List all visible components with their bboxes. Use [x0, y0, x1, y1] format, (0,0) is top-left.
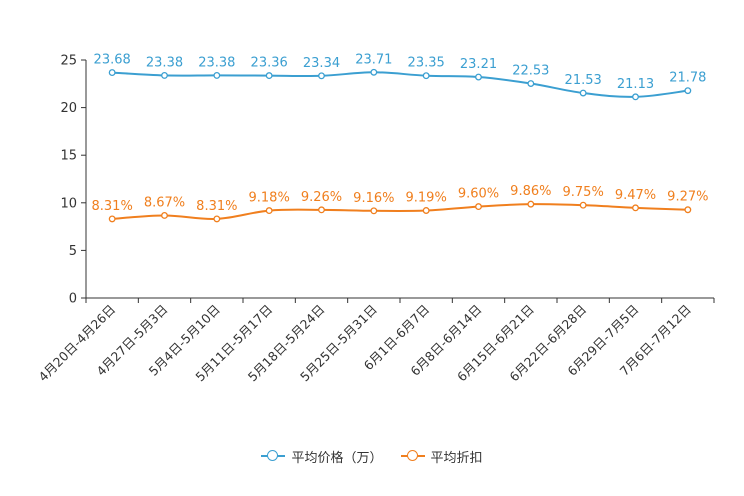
data-point	[108, 215, 116, 223]
legend-label-discount: 平均折扣	[430, 450, 483, 466]
series-line-0	[112, 71, 688, 98]
y-tick-label: 5	[69, 244, 77, 259]
data-label: 21.13	[617, 77, 654, 92]
data-label: 23.38	[198, 55, 235, 70]
data-label: 9.86%	[510, 184, 551, 199]
data-point	[632, 93, 639, 101]
data-point	[161, 212, 168, 219]
legend-swatch-discount	[400, 450, 425, 462]
data-point	[318, 72, 325, 80]
data-label: 9.16%	[353, 191, 394, 206]
data-point	[108, 69, 116, 77]
data-point	[318, 206, 325, 214]
data-point	[632, 204, 639, 212]
data-label: 21.78	[669, 71, 706, 86]
data-point	[475, 203, 482, 211]
data-label: 23.68	[94, 53, 131, 68]
data-point	[213, 215, 221, 223]
data-point	[527, 200, 535, 208]
data-point	[370, 207, 378, 215]
chart-legend: 平均价格（万） 平均折扣	[0, 446, 744, 466]
data-label: 23.35	[408, 56, 445, 71]
legend-label-price: 平均价格（万）	[291, 450, 383, 466]
data-label: 9.47%	[615, 188, 656, 203]
data-point	[161, 71, 168, 79]
data-label: 9.19%	[406, 191, 447, 206]
data-label: 23.21	[460, 57, 497, 72]
legend-item-price[interactable]: 平均价格（万）	[261, 447, 383, 466]
data-point	[370, 68, 378, 76]
data-label: 9.18%	[249, 191, 290, 206]
y-tick-label: 0	[69, 292, 77, 307]
line-chart: 05101520254月20日-4月26日4月27日-5月3日5月4日-5月10…	[35, 52, 715, 384]
data-point	[527, 80, 535, 87]
data-point	[422, 72, 430, 80]
data-point	[684, 87, 692, 95]
data-label: 8.67%	[144, 195, 185, 210]
y-tick-label: 25	[60, 54, 77, 69]
data-point	[579, 89, 587, 97]
data-point	[265, 207, 273, 215]
data-label: 23.71	[355, 52, 392, 67]
data-label: 23.36	[251, 56, 288, 71]
series-line-1	[112, 203, 688, 220]
data-label: 21.53	[565, 73, 602, 88]
data-point	[475, 73, 482, 81]
legend-swatch-price	[261, 450, 286, 462]
y-tick-label: 15	[60, 149, 77, 164]
y-tick-label: 20	[60, 101, 77, 116]
data-label: 23.34	[303, 56, 340, 71]
data-label: 9.60%	[458, 187, 499, 202]
data-point	[422, 207, 430, 214]
data-label: 9.27%	[667, 190, 708, 205]
y-tick-label: 10	[60, 196, 77, 211]
data-label: 8.31%	[92, 199, 133, 214]
legend-item-discount[interactable]: 平均折扣	[400, 447, 483, 466]
data-label: 9.75%	[563, 185, 604, 200]
data-point	[684, 206, 692, 214]
data-label: 23.38	[146, 55, 183, 70]
data-label: 9.26%	[301, 190, 342, 205]
data-label: 22.53	[512, 64, 549, 79]
data-label: 8.31%	[196, 199, 237, 214]
data-point	[265, 72, 273, 80]
data-point	[213, 71, 221, 79]
data-point	[579, 201, 587, 209]
